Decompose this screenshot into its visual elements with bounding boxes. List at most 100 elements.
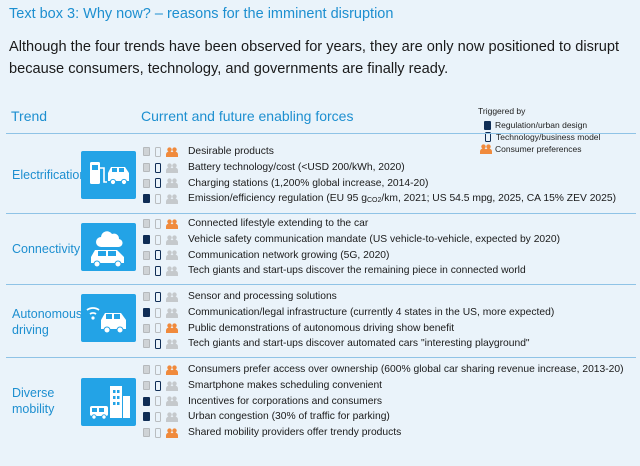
force-row: Public demonstrations of autonomous driv…	[143, 320, 554, 336]
force-text: Public demonstrations of autonomous driv…	[188, 322, 455, 334]
force-row: Sensor and processing solutions	[143, 289, 554, 305]
force-row: Charging stations (1,200% global increas…	[143, 175, 616, 191]
regulation-icon	[143, 266, 150, 276]
regulation-icon	[484, 120, 491, 130]
consumer-icon	[166, 396, 178, 407]
trend-name-electrification: Electrification	[12, 168, 87, 182]
consumer-icon	[166, 307, 178, 318]
regulation-icon	[143, 365, 150, 375]
force-text: Communication network growing (5G, 2020)	[188, 249, 390, 261]
regulation-icon	[143, 235, 150, 245]
regulation-icon	[143, 308, 150, 318]
consumer-icon	[166, 250, 178, 261]
trend-name-autonomous-driving: Autonomous driving	[12, 307, 83, 337]
force-text: Tech giants and start-ups discover autom…	[188, 338, 530, 350]
technology-icon	[155, 396, 161, 407]
technology-icon	[155, 338, 161, 349]
section-divider	[6, 133, 636, 134]
force-row: Shared mobility providers offer trendy p…	[143, 425, 624, 441]
section-divider	[6, 284, 636, 285]
technology-icon	[155, 307, 161, 318]
force-row: Communication network growing (5G, 2020)	[143, 247, 560, 263]
consumer-icon	[166, 380, 178, 391]
consumer-icon	[166, 147, 178, 157]
consumer-icon	[166, 234, 178, 245]
regulation-icon	[143, 412, 150, 422]
regulation-icon	[143, 250, 150, 260]
trigger-icons	[143, 250, 188, 261]
technology-icon	[155, 291, 161, 302]
consumer-icon	[166, 162, 178, 173]
trigger-icons	[143, 364, 188, 375]
trigger-icons	[143, 323, 188, 334]
consumer-icon	[166, 219, 178, 229]
technology-icon	[155, 250, 161, 261]
regulation-icon	[143, 396, 150, 406]
ev-charging-icon	[81, 151, 136, 199]
force-text: Consumers prefer access over ownership (…	[188, 364, 624, 376]
trigger-icons	[143, 146, 188, 157]
regulation-icon	[143, 163, 150, 173]
legend-label: Regulation/urban design	[495, 120, 588, 130]
trigger-icons	[143, 427, 188, 438]
technology-icon	[155, 323, 161, 334]
trigger-icons	[143, 291, 188, 302]
force-text: Smartphone makes scheduling convenient	[188, 380, 383, 392]
trigger-icons	[143, 380, 188, 391]
force-text: Incentives for corporations and consumer…	[188, 395, 383, 407]
force-text: Shared mobility providers offer trendy p…	[188, 427, 402, 439]
autonomous-car-icon	[81, 294, 136, 342]
technology-icon	[155, 193, 161, 204]
force-row: Communication/legal infrastructure (curr…	[143, 305, 554, 321]
regulation-icon	[143, 219, 150, 229]
forces-list-connectivity: Connected lifestyle extending to the car…	[143, 216, 560, 279]
force-text: Communication/legal infrastructure (curr…	[188, 307, 555, 319]
connected-car-icon	[81, 223, 136, 271]
force-row: Battery technology/cost (<USD 200/kWh, 2…	[143, 160, 616, 176]
force-text: Emission/efficiency regulation (EU 95 gC…	[188, 193, 617, 205]
trigger-icons	[143, 396, 188, 407]
legend-label: Consumer preferences	[495, 144, 582, 154]
trigger-icons	[143, 234, 188, 245]
force-row: Tech giants and start-ups discover the r…	[143, 263, 560, 279]
force-text: Vehicle safety communication mandate (US…	[188, 234, 561, 246]
technology-icon	[155, 411, 161, 422]
force-row: Tech giants and start-ups discover autom…	[143, 336, 554, 352]
trigger-icons	[143, 411, 188, 422]
consumer-icon	[166, 178, 178, 189]
city-mobility-icon	[81, 378, 136, 426]
force-row: Desirable products	[143, 144, 616, 160]
technology-icon	[485, 132, 491, 142]
forces-column-header: Current and future enabling forces	[141, 108, 354, 124]
legend-item-regulation: Regulation/urban design	[484, 119, 600, 131]
force-text: Tech giants and start-ups discover the r…	[188, 265, 526, 277]
trigger-icons	[143, 218, 188, 229]
technology-icon	[155, 364, 161, 375]
trend-name-connectivity: Connectivity	[12, 242, 81, 256]
regulation-icon	[143, 194, 150, 204]
legend-label: Technology/business model	[496, 132, 601, 142]
section-divider	[6, 357, 636, 358]
forces-list-electrification: Desirable products Battery technology/cos…	[143, 144, 616, 207]
legend-item-technology: Technology/business model	[484, 131, 600, 143]
force-row: Urban congestion (30% of traffic for par…	[143, 409, 624, 425]
force-text: Charging stations (1,200% global increas…	[188, 177, 429, 189]
page-title: Text box 3: Why now? – reasons for the i…	[9, 6, 394, 22]
force-row: Connected lifestyle extending to the car	[143, 216, 560, 232]
consumer-icon	[166, 292, 178, 302]
consumer-icon	[166, 412, 178, 422]
legend-title: Triggered by	[478, 106, 526, 116]
technology-icon	[155, 178, 161, 189]
trend-column-header: Trend	[11, 108, 48, 124]
consumer-icon	[166, 323, 178, 334]
forces-list-diverse-mobility: Consumers prefer access over ownership (…	[143, 362, 624, 440]
force-text: Battery technology/cost (<USD 200/kWh, 2…	[188, 162, 405, 174]
regulation-icon	[143, 292, 150, 302]
trigger-icons	[143, 265, 188, 276]
technology-icon	[155, 218, 161, 229]
consumer-icon	[166, 266, 178, 276]
trigger-icons	[143, 193, 188, 204]
regulation-icon	[143, 339, 150, 349]
consumer-icon	[480, 144, 492, 154]
trigger-icons	[143, 178, 188, 189]
